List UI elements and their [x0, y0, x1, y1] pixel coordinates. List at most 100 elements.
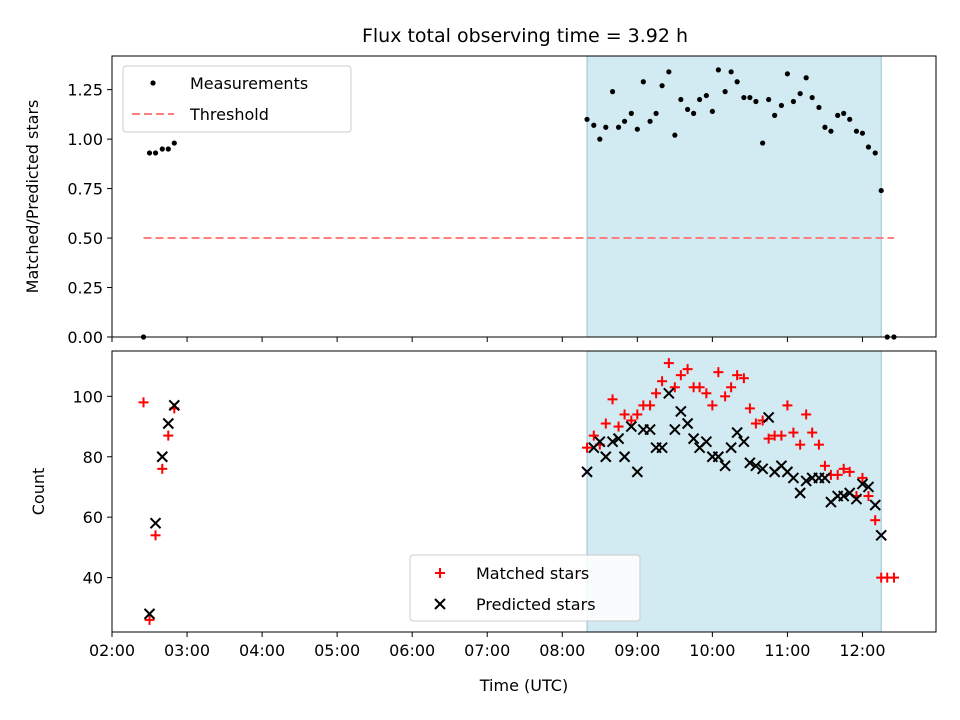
ratio-y-axis-label: Matched/Predicted stars [23, 100, 42, 294]
predicted-star-point [625, 420, 638, 433]
legend-label-measurements: Measurements [190, 74, 308, 93]
cross-stroke [794, 487, 806, 499]
ratio-y-ticks: 0.00 0.25 0.50 0.75 1.00 1.25 [67, 81, 112, 347]
matched-star-point [744, 403, 755, 414]
legend-box [122, 65, 352, 133]
x-tick-label: 12:00 [839, 641, 885, 660]
cross-stroke [143, 608, 156, 620]
matched-star-point [669, 382, 680, 393]
predicted-star-point [787, 472, 800, 484]
x-tick-label: 11:00 [764, 641, 810, 660]
cross-stroke [750, 460, 762, 472]
matched-star-point [732, 370, 743, 381]
measurement-point [760, 140, 766, 146]
x-tick-label: 07:00 [464, 641, 510, 660]
cross-stroke [612, 432, 625, 445]
predicted-star-point [731, 426, 743, 439]
predicted-star-point [719, 460, 731, 472]
measurement-point [621, 118, 628, 124]
legend-measurement-marker [150, 80, 156, 86]
predicted-star-point [875, 529, 887, 542]
count-x-ticks: 02:00 03:00 04:00 05:00 06:00 07:00 08:00 09:00… [89, 632, 886, 660]
measurement-point [171, 140, 177, 146]
cross-stroke [168, 399, 180, 412]
matched-star-point [813, 439, 824, 450]
measurement-point [146, 150, 153, 156]
measurement-point [734, 79, 740, 85]
cross-stroke [618, 451, 631, 463]
cross-stroke [581, 466, 593, 478]
matched-star-point [776, 430, 787, 441]
predicted-star-point [762, 411, 775, 424]
predicted-star-point [862, 481, 875, 493]
matched-star-point [713, 367, 724, 378]
measurement-point [828, 128, 834, 134]
measurement-point [872, 150, 878, 156]
cross-stroke [712, 451, 725, 463]
observing-span-rect [586, 55, 882, 338]
measurement-point [878, 187, 884, 194]
measurement-point [715, 67, 721, 73]
measurement-point [165, 146, 171, 152]
cross-stroke [837, 490, 850, 502]
cross-stroke [738, 435, 750, 448]
y-tick-label: 1.00 [67, 130, 103, 149]
matched-star-point [657, 376, 668, 387]
measurement-point [790, 98, 797, 105]
cross-stroke [162, 417, 174, 430]
matched-star-point [694, 382, 705, 393]
measurement-point [809, 94, 815, 101]
cross-stroke [594, 435, 606, 448]
ratio-axes-frame [111, 55, 937, 338]
predicted-star-point [750, 460, 762, 472]
cross-stroke [434, 598, 446, 610]
ratio-data-points [140, 67, 897, 340]
matched-star-point [144, 614, 155, 625]
predicted-star-point [149, 517, 162, 529]
measurement-point [766, 96, 772, 103]
matched-star-point [619, 409, 630, 420]
predicted-star-point [162, 417, 174, 430]
predicted-star-point [656, 441, 668, 454]
measurement-point [772, 112, 778, 118]
count-y-axis-label: Count [29, 468, 48, 516]
cross-stroke [725, 441, 737, 454]
matched-star-point [682, 364, 693, 375]
measurement-point [640, 79, 646, 85]
matched-star-point [600, 418, 611, 429]
ratio-x-ticks [111, 337, 863, 342]
measurement-point [741, 94, 747, 101]
matched-star-point [844, 466, 855, 477]
matched-star-point [582, 442, 593, 453]
predicted-star-point [850, 493, 863, 505]
measurement-point [722, 89, 728, 95]
ratio-legend: Measurements Threshold [122, 65, 352, 133]
measurement-point [835, 112, 841, 118]
measurement-point [847, 116, 853, 122]
matched-star-point [651, 388, 662, 399]
matched-star-point [726, 382, 737, 393]
predicted-star-point [819, 472, 831, 484]
y-tick-label: 40 [83, 569, 103, 588]
chart-title: Flux total observing time = 3.92 h [362, 25, 688, 47]
y-tick-label: 1.25 [67, 81, 103, 100]
measurement-point [778, 102, 785, 109]
matched-star-point [157, 463, 168, 474]
predicted-star-point [581, 466, 593, 478]
matched-star-point [857, 472, 868, 483]
measurement-point [784, 71, 791, 77]
predicted-star-point [606, 435, 619, 448]
cross-stroke [669, 423, 681, 436]
predicted-star-point [594, 435, 606, 448]
measurement-point [865, 144, 872, 150]
matched-star-point [750, 418, 761, 429]
measurement-point [615, 124, 622, 130]
cross-stroke [875, 529, 887, 542]
matched-star-point [163, 430, 174, 441]
y-tick-label: 0.25 [67, 279, 103, 298]
matched-star-point [150, 530, 161, 541]
matched-star-point [720, 391, 731, 402]
y-tick-label: 0.50 [67, 229, 103, 248]
cross-stroke [756, 463, 769, 475]
cross-stroke [787, 472, 800, 484]
